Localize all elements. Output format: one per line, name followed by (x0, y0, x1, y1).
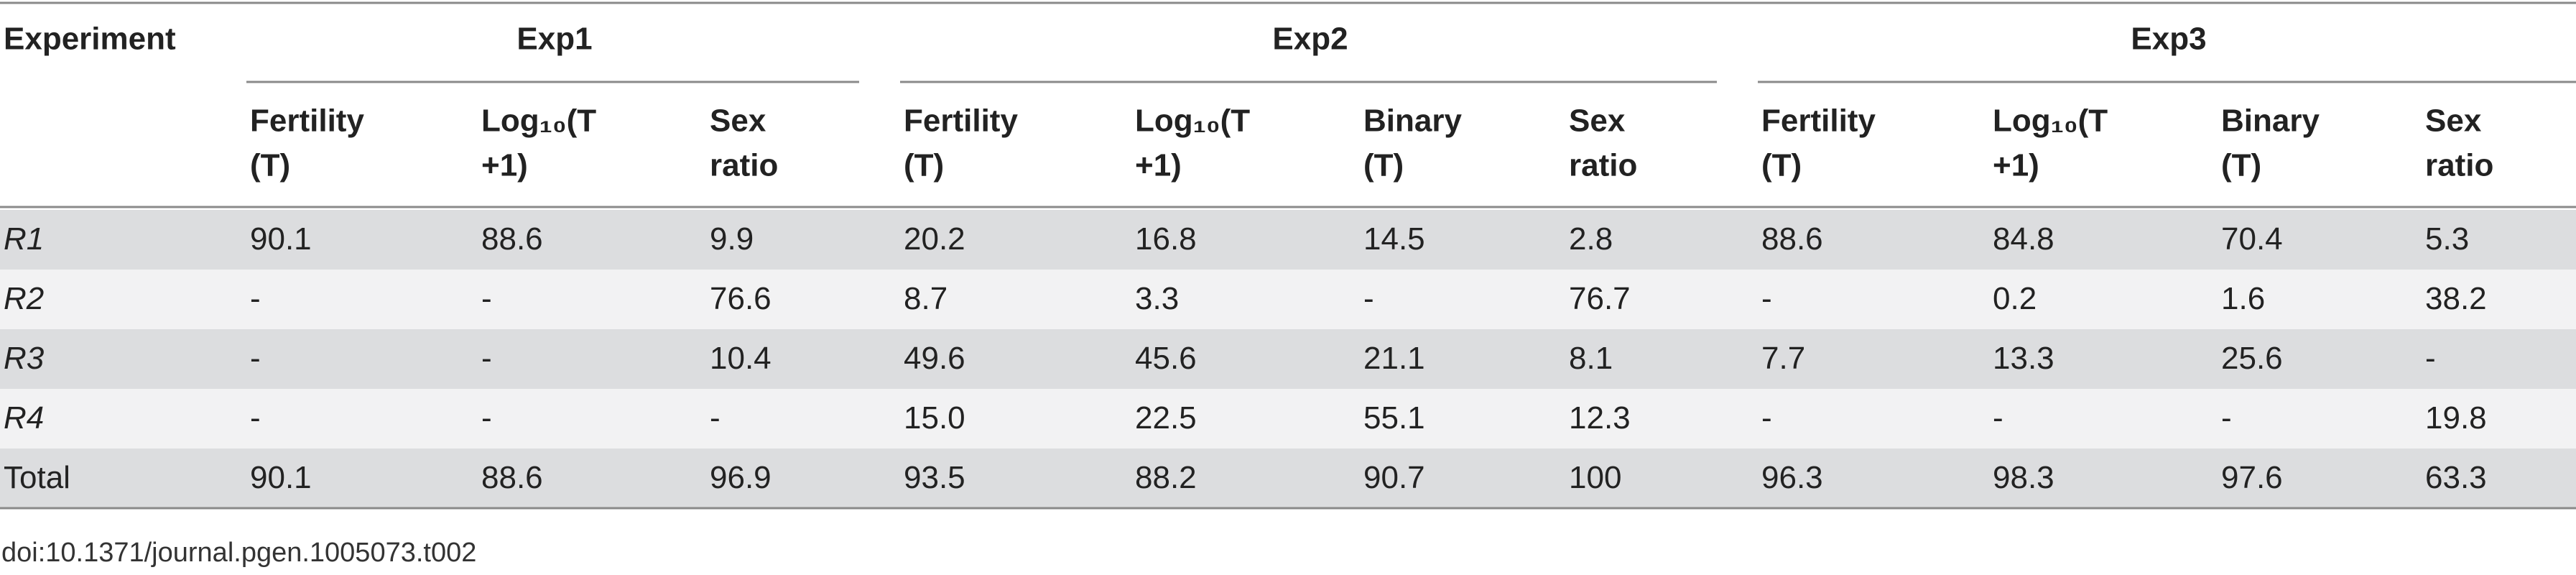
column-header: Fertility (1761, 104, 1876, 139)
group-header: Exp1 (516, 22, 592, 57)
cell: 2.8 (1569, 221, 1613, 257)
cell: 63.3 (2425, 460, 2487, 495)
column-header: +1) (1135, 148, 1182, 183)
column-header: Sex (710, 104, 766, 139)
cell: 3.3 (1135, 281, 1179, 316)
cell: 70.4 (2221, 221, 2283, 257)
cell: 93.5 (904, 460, 965, 495)
cell: 45.6 (1135, 341, 1197, 376)
column-header: Fertility (904, 104, 1018, 139)
cell: 90.1 (250, 221, 312, 257)
group-header: Exp2 (1272, 22, 1348, 57)
column-header: ratio (710, 148, 778, 183)
cell: 88.6 (1761, 221, 1823, 257)
column-header: Log₁₀(T (1993, 104, 2108, 139)
column-header: (T) (1761, 148, 1802, 183)
cell: 49.6 (904, 341, 965, 376)
column-header: Binary (1363, 104, 1462, 139)
cell: 100 (1569, 460, 1621, 495)
column-header: (T) (904, 148, 944, 183)
cell: 38.2 (2425, 281, 2487, 316)
cell: 20.2 (904, 221, 965, 257)
cell: - (250, 281, 261, 316)
cell: - (1761, 281, 1772, 316)
cell: - (1993, 400, 2003, 436)
cell: 0.2 (1993, 281, 2037, 316)
column-header: (T) (2221, 148, 2261, 183)
row-band (0, 329, 2576, 389)
cell: - (1363, 281, 1374, 316)
cell: 88.6 (481, 460, 543, 495)
cell: - (250, 400, 261, 436)
row-label: R2 (4, 281, 44, 316)
column-header: Log₁₀(T (1135, 104, 1250, 139)
column-header: ratio (1569, 148, 1637, 183)
cell: 14.5 (1363, 221, 1425, 257)
column-header: +1) (1993, 148, 2039, 183)
cell: 19.8 (2425, 400, 2487, 436)
footnote: doi:10.1371/journal.pgen.1005073.t002 (1, 538, 476, 568)
group-header: Exp3 (2131, 22, 2206, 57)
column-header: ratio (2425, 148, 2493, 183)
cell: 90.1 (250, 460, 312, 495)
row-band (0, 389, 2576, 448)
cell: - (710, 400, 721, 436)
cell: 96.3 (1761, 460, 1823, 495)
row-band (0, 210, 2576, 270)
cell: 84.8 (1993, 221, 2054, 257)
cell: 21.1 (1363, 341, 1425, 376)
cell: - (2425, 341, 2436, 376)
cell: 13.3 (1993, 341, 2054, 376)
cell: 15.0 (904, 400, 965, 436)
cell: - (481, 400, 492, 436)
column-header: +1) (481, 148, 528, 183)
row-band (0, 270, 2576, 329)
cell: 97.6 (2221, 460, 2283, 495)
cell: 55.1 (1363, 400, 1425, 436)
cell: - (2221, 400, 2232, 436)
cell: 10.4 (710, 341, 772, 376)
cell: 1.6 (2221, 281, 2265, 316)
cell: 8.7 (904, 281, 948, 316)
column-header: (T) (250, 148, 290, 183)
cell: 7.7 (1761, 341, 1805, 376)
column-header: Binary (2221, 104, 2320, 139)
cell: 88.2 (1135, 460, 1197, 495)
cell: - (1761, 400, 1772, 436)
cell: 9.9 (710, 221, 754, 257)
cell: 22.5 (1135, 400, 1197, 436)
column-header: Log₁₀(T (481, 104, 596, 139)
cell: 90.7 (1363, 460, 1425, 495)
cell: 25.6 (2221, 341, 2283, 376)
column-header: Sex (1569, 104, 1626, 139)
cell: 16.8 (1135, 221, 1197, 257)
cell: - (481, 281, 492, 316)
column-header: (T) (1363, 148, 1404, 183)
cell: - (481, 341, 492, 376)
row-label: Total (4, 460, 70, 495)
row-label: R4 (4, 400, 44, 436)
cell: 76.7 (1569, 281, 1631, 316)
corner-header: Experiment (4, 22, 176, 57)
column-header: Sex (2425, 104, 2482, 139)
cell: - (250, 341, 261, 376)
cell: 76.6 (710, 281, 772, 316)
cell: 5.3 (2425, 221, 2469, 257)
cell: 96.9 (710, 460, 772, 495)
column-header: Fertility (250, 104, 364, 139)
row-band (0, 448, 2576, 508)
cell: 8.1 (1569, 341, 1613, 376)
cell: 12.3 (1569, 400, 1631, 436)
cell: 88.6 (481, 221, 543, 257)
row-label: R3 (4, 341, 45, 376)
row-label: R1 (4, 221, 44, 257)
cell: 98.3 (1993, 460, 2054, 495)
